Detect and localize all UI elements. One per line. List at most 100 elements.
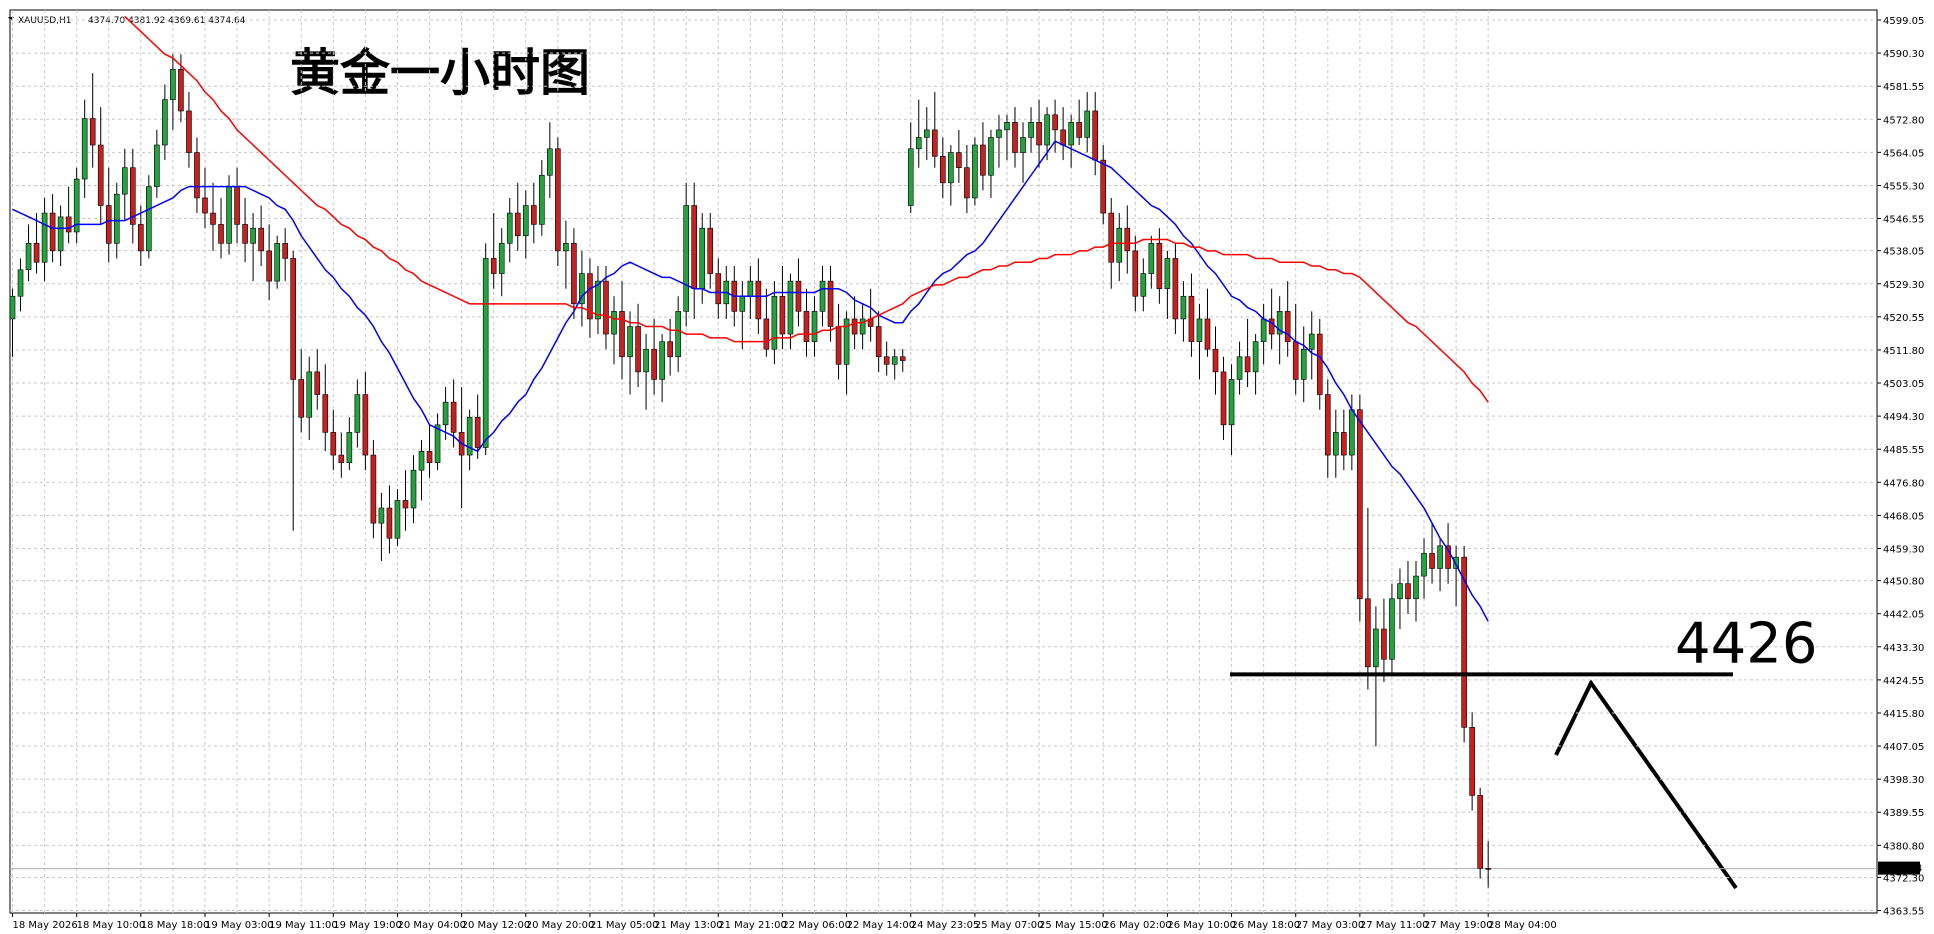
candle-body	[1316, 333, 1323, 395]
candle-body	[418, 450, 425, 471]
candle-body	[1036, 122, 1042, 146]
y-tick-label: 4459.30	[1883, 544, 1924, 555]
candle-body	[1341, 432, 1347, 456]
candle-body	[290, 258, 297, 380]
candle-body	[811, 311, 818, 342]
candle-body	[1365, 598, 1371, 668]
y-tick-label: 4398.30	[1883, 775, 1924, 786]
candle-body	[514, 212, 521, 237]
candle-body	[1453, 556, 1459, 569]
y-tick-label: 4468.05	[1883, 511, 1924, 522]
candle-body	[25, 243, 32, 271]
candle-body	[138, 224, 144, 252]
candle-body	[1292, 341, 1299, 380]
candle-body	[603, 280, 609, 335]
candle-body	[1429, 553, 1435, 569]
candle-body	[891, 356, 898, 365]
level-label: 4426	[1675, 611, 1818, 676]
x-tick-label: 22 May 06:00	[782, 920, 851, 931]
y-tick-label: 4564.05	[1883, 148, 1924, 159]
candle-body	[298, 379, 305, 418]
candle-body	[386, 507, 393, 539]
candle-body	[1092, 110, 1098, 161]
header-prices: 4374.70 4381.92 4369.61 4374.64	[88, 16, 246, 26]
y-tick-label: 4581.55	[1883, 82, 1924, 93]
candle-body	[65, 216, 72, 233]
candle-body	[146, 186, 152, 252]
candle-body	[178, 69, 184, 112]
candle-body	[1333, 432, 1339, 456]
candle-body	[1172, 258, 1179, 320]
candle-body	[555, 148, 561, 252]
candle-body	[394, 500, 401, 539]
candle-body	[915, 137, 922, 150]
candle-body	[242, 224, 248, 244]
price-tag	[1878, 861, 1920, 875]
candle-body	[506, 212, 513, 244]
y-tick-label: 4389.55	[1883, 808, 1924, 819]
candle-body	[859, 318, 866, 335]
x-tick-label: 27 May 19:00	[1424, 920, 1493, 931]
candle-body	[306, 371, 313, 418]
candle-body	[1220, 371, 1227, 426]
y-tick-label: 4590.30	[1883, 49, 1924, 60]
candle-body	[1381, 628, 1387, 660]
candle-body	[1020, 137, 1026, 153]
candle-body	[346, 432, 353, 463]
candle-body	[322, 394, 329, 433]
candle-body	[1116, 227, 1123, 263]
x-tick-label: 26 May 18:00	[1232, 920, 1301, 931]
x-tick-label: 18 May 2026	[13, 920, 78, 931]
candle-body	[1268, 318, 1275, 335]
candle-body	[9, 295, 16, 320]
candle-body	[266, 250, 272, 282]
y-tick-label: 4485.55	[1883, 445, 1924, 456]
y-tick-label: 4363.55	[1883, 907, 1924, 918]
candle-body	[851, 318, 858, 335]
x-tick-label: 19 May 03:00	[205, 920, 274, 931]
candle-body	[539, 174, 545, 225]
candle-body	[1164, 258, 1171, 289]
candle-body	[1140, 273, 1147, 297]
candle-body	[73, 178, 80, 233]
candle-body	[667, 341, 673, 358]
candle-body	[1485, 868, 1491, 870]
candle-body	[1437, 545, 1443, 569]
y-tick-label: 4442.05	[1883, 610, 1924, 621]
candle-body	[835, 326, 842, 365]
candle-body	[1324, 394, 1331, 456]
candle-body	[1004, 122, 1010, 131]
candle-body	[1068, 122, 1074, 146]
candle-body	[747, 280, 754, 297]
candle-body	[571, 243, 577, 305]
candle-body	[755, 280, 762, 320]
candle-body	[1100, 159, 1107, 214]
plot-frame	[9, 9, 1878, 914]
candle-body	[651, 348, 657, 380]
x-tick-label: 18 May 10:00	[77, 920, 146, 931]
candle-body	[1204, 318, 1211, 350]
x-tick-label: 27 May 03:00	[1296, 920, 1365, 931]
y-tick-label: 4546.55	[1883, 215, 1924, 226]
candle-body	[739, 295, 746, 312]
candle-body	[338, 454, 345, 463]
y-tick-label: 4503.05	[1883, 379, 1924, 390]
candle-body	[234, 186, 240, 225]
candle-body	[1148, 243, 1155, 274]
candle-body	[113, 193, 120, 244]
y-tick-label: 4529.30	[1883, 280, 1924, 291]
candle-body	[1349, 409, 1355, 456]
y-tick-label: 4476.80	[1883, 478, 1924, 489]
x-tick-label: 20 May 12:00	[462, 920, 531, 931]
candle-body	[1076, 122, 1082, 138]
candle-body	[563, 243, 569, 252]
x-tick-label: 21 May 05:00	[590, 920, 659, 931]
candle-body	[1188, 295, 1195, 342]
candle-body	[795, 280, 802, 312]
candle-body	[1244, 356, 1251, 373]
candle-body	[370, 454, 377, 524]
y-tick-label: 4380.80	[1883, 841, 1924, 852]
candle-body	[627, 326, 633, 358]
